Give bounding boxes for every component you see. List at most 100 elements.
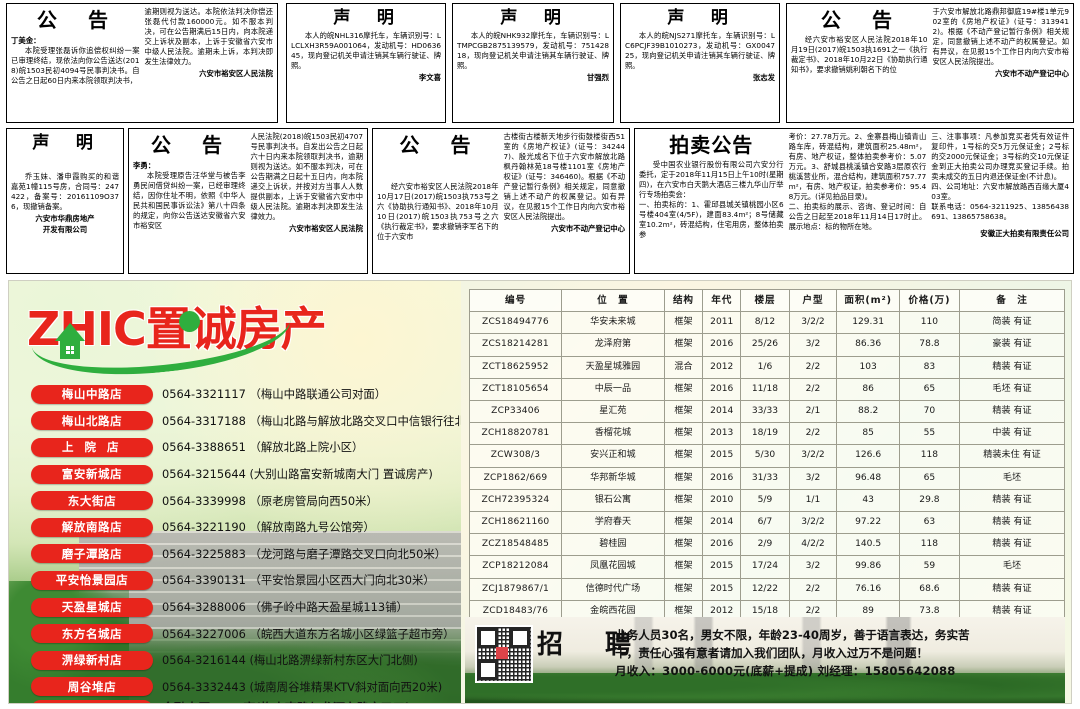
td-price: 68.6 <box>898 577 961 601</box>
store-address: （皖西大道东方名城小区绿篮子超市旁） <box>249 626 455 641</box>
store-address: （解放北路上院小区） <box>249 440 364 455</box>
table-row[interactable]: ZCP18212084 凤凰花园城 框架 2015 17/24 3/2 99.86 59 毛坯 <box>469 555 1065 579</box>
store-row[interactable]: 解放南路店 0564-3221190 （解放南路九号公馆旁） <box>31 514 461 541</box>
td-price: 118 <box>898 533 961 557</box>
td-remarks: 毛坯 <box>959 555 1065 579</box>
th-location: 位 置 <box>560 288 665 313</box>
store-name-badge[interactable]: 东方名城店 <box>31 624 153 644</box>
td-remarks: 精装 有证 <box>959 488 1065 513</box>
store-name-badge[interactable]: 东大街店 <box>31 491 153 511</box>
table-row[interactable]: ZCS18494776 华安未来城 框架 2011 8/12 3/2/2 129.31 110… <box>469 311 1065 335</box>
store-name-badge[interactable]: 淠绿新村店 <box>31 650 153 670</box>
store-name-badge[interactable]: 富安新城店 <box>31 464 153 484</box>
store-row[interactable]: 周谷堆店 0564-3332443 (城南周谷堆精果KTV斜对面向西20米) <box>31 674 461 701</box>
td-floor: 1/6 <box>740 355 790 379</box>
store-address: (大别山路富安新城南大门 置诚房产) <box>249 467 433 482</box>
td-remarks: 精装 有证 <box>959 577 1065 601</box>
td-location: 学府春天 <box>560 511 665 535</box>
td-floor: 5/9 <box>740 488 790 513</box>
notice-body-col1: 经六安市裕安区人民法院2018年10月17日(2017)皖1503执753号之六… <box>377 182 499 241</box>
td-year: 2014 <box>702 511 742 535</box>
table-row[interactable]: ZCZ18548485 碧桂园 框架 2016 2/9 4/2/2 140.5 118 精装 有… <box>469 533 1065 557</box>
table-header-row: 编号 位 置 结构 年代 楼层 户型 面积(m²) 价格(万) 备 注 <box>469 288 1065 313</box>
td-id: ZCH18621160 <box>469 511 562 535</box>
notice-signature: 甘强烈 <box>586 73 609 83</box>
table-row[interactable]: ZCS18214281 龙泽府第 框架 2016 25/26 3/2 86.36 78.8 豪装… <box>469 333 1065 357</box>
td-year: 2012 <box>702 355 742 379</box>
store-contact: 0564-3225883 （龙河路与磨子潭路交叉口向北50米） <box>162 546 446 562</box>
notice-gonggao-2: 公 告 经六安市裕安区人民法院2018年10月19日(2017)皖1503执16… <box>786 3 1074 123</box>
td-structure: 框架 <box>663 333 704 357</box>
store-row[interactable]: 梅山北路店 0564-3317188 （梅山北路与解放北路交叉口中信银行往北10… <box>31 408 461 435</box>
notice-gonggao-4: 公 告 经六安市裕安区人民法院2018年10月17日(2017)皖1503执75… <box>372 128 630 274</box>
headquarters-row[interactable]: 公 司 总 部 金融大厦1508室(梅山南路与龙河东路交叉口) 电话： 0564… <box>31 700 461 703</box>
recruitment-text: 业务人员30名，男女不限，年龄23-40周岁，善于语言表达，务实苦 干，责任心强… <box>615 627 1051 681</box>
store-name-badge[interactable]: 梅山中路店 <box>31 384 153 404</box>
td-price: 70 <box>898 400 961 424</box>
store-contact: 0564-3288006 （佛子岭中路天盈星城113铺） <box>162 599 408 615</box>
notice-body-col3: 三、注事事项：凡参加竞买者凭有效证件复印件，1号标的交5万元保证金；2号标的交2… <box>931 132 1069 221</box>
qr-code[interactable] <box>475 625 533 683</box>
logo-cn-text: 置诚房产 <box>145 302 327 356</box>
store-row[interactable]: 平安怡景园店 0564-3390131 （平安怡景园小区西大门向北30米） <box>31 567 461 594</box>
notice-signature: 六安市不动产登记中心 <box>551 223 625 233</box>
td-price: 63 <box>898 511 961 535</box>
recruitment-line-1: 业务人员30名，男女不限，年龄23-40周岁，善于语言表达，务实苦 <box>615 628 970 642</box>
td-id: ZCS18214281 <box>469 333 562 357</box>
td-floor: 12/22 <box>740 577 790 601</box>
td-year: 2015 <box>702 444 742 468</box>
store-name-badge[interactable]: 周谷堆店 <box>31 677 153 697</box>
table-row[interactable]: ZCH18621160 学府春天 框架 2014 6/7 3/2/2 97.22 63 精装 有… <box>469 511 1065 535</box>
store-row[interactable]: 天盈星城店 0564-3288006 （佛子岭中路天盈星城113铺） <box>31 594 461 621</box>
table-row[interactable]: ZCP33406 星汇苑 框架 2014 33/33 2/1 88.2 70 精装 有证 <box>469 400 1065 424</box>
td-structure: 框架 <box>663 511 704 535</box>
store-row[interactable]: 磨子潭路店 0564-3225883 （龙河路与磨子潭路交叉口向北50米） <box>31 541 461 568</box>
store-address: （平安怡景园小区西大门向北30米） <box>249 573 435 588</box>
store-name-badge[interactable]: 解放南路店 <box>31 517 153 537</box>
td-id: ZCH72395324 <box>469 488 562 513</box>
store-phone: 0564-3221190 <box>162 520 246 535</box>
store-name-badge[interactable]: 梅山北路店 <box>31 411 153 431</box>
notice-body-col1: 经六安市裕安区人民法院2018年10月19日(2017)皖1503执1691之一… <box>791 35 928 74</box>
store-row[interactable]: 东方名城店 0564-3227006 （皖西大道东方名城小区绿篮子超市旁） <box>31 620 461 647</box>
td-remarks: 精装 有证 <box>959 511 1065 535</box>
notice-title: 声 明 <box>32 133 98 153</box>
recruitment-line-3: 月收入：3000-6000元(底薪+提成) 刘经理：15805642088 <box>615 663 956 678</box>
store-name-badge[interactable]: 上 院 店 <box>31 437 153 457</box>
td-layout: 2/2 <box>788 577 838 601</box>
td-remarks: 豪装 有证 <box>959 333 1065 357</box>
table-row[interactable]: ZCJ1879867/1 信德时代广场 框架 2015 12/22 2/2 76.16 68.… <box>469 577 1065 601</box>
recruitment-title: 招 聘 <box>537 630 640 660</box>
td-year: 2016 <box>702 333 742 357</box>
table-row[interactable]: ZCH72395324 银石公寓 框架 2010 5/9 1/1 43 29.8 精装 有证 <box>469 488 1065 513</box>
td-price: 110 <box>898 311 961 335</box>
store-phone: 0564-3216144 <box>162 653 246 668</box>
table-row[interactable]: ZCP1862/669 华邦新华城 框架 2016 31/33 3/2 96.48 65 毛坯 <box>469 466 1065 490</box>
store-row[interactable]: 东大街店 0564-3339998 （原老房管局向西50米） <box>31 487 461 514</box>
store-row[interactable]: 上 院 店 0564-3388651 （解放北路上院小区） <box>31 434 461 461</box>
table-row[interactable]: ZCH18820781 香榴花城 框架 2013 18/19 2/2 85 55 中装 有证 <box>469 422 1065 446</box>
house-roof-icon <box>55 323 85 341</box>
store-name-badge[interactable]: 天盈星城店 <box>31 597 153 617</box>
store-row[interactable]: 梅山中路店 0564-3321117 （梅山中路联通公司对面） <box>31 381 461 408</box>
house-window-icon <box>65 345 76 356</box>
brand-logo: ZHIC置诚房产 <box>27 297 441 386</box>
td-floor: 31/33 <box>740 466 790 490</box>
td-floor: 11/18 <box>740 377 790 402</box>
notice-body: 乔玉妹、潘申霞购买的和谐嘉苑1幢115号房，合同号：247422，备案号：201… <box>11 172 119 212</box>
table-row[interactable]: ZCW308/3 安兴正和城 框架 2015 5/30 3/2/2 126.6 118 精装未住… <box>469 444 1065 468</box>
td-area: 103 <box>836 355 900 379</box>
table-row[interactable]: ZCT18625952 天盈星城雅园 混合 2012 1/6 2/2 103 83 精装 有证 <box>469 355 1065 379</box>
notice-title: 公 告 <box>150 133 228 157</box>
store-name-badge[interactable]: 平安怡景园店 <box>31 570 153 590</box>
td-year: 2014 <box>702 400 742 424</box>
td-id: ZCS18494776 <box>469 311 562 335</box>
notice-body-col2: 人民法院(2018)皖1503民初4707号民事判决书。自发出公告之日起六十日内… <box>250 132 364 221</box>
notice-title: 公 告 <box>820 8 898 32</box>
greenbelt-photo <box>465 673 1065 703</box>
table-row[interactable]: ZCT18105654 中辰一品 框架 2016 11/18 2/2 86 65 毛坯 有证 <box>469 377 1065 402</box>
headquarters-badge[interactable]: 公 司 总 部 <box>31 700 153 703</box>
store-row[interactable]: 淠绿新村店 0564-3216144 (梅山北路淠绿新村东区大门北侧) <box>31 647 461 674</box>
store-row[interactable]: 富安新城店 0564-3215644 (大别山路富安新城南大门 置诚房产) <box>31 461 461 488</box>
store-name-badge[interactable]: 磨子潭路店 <box>31 544 153 564</box>
